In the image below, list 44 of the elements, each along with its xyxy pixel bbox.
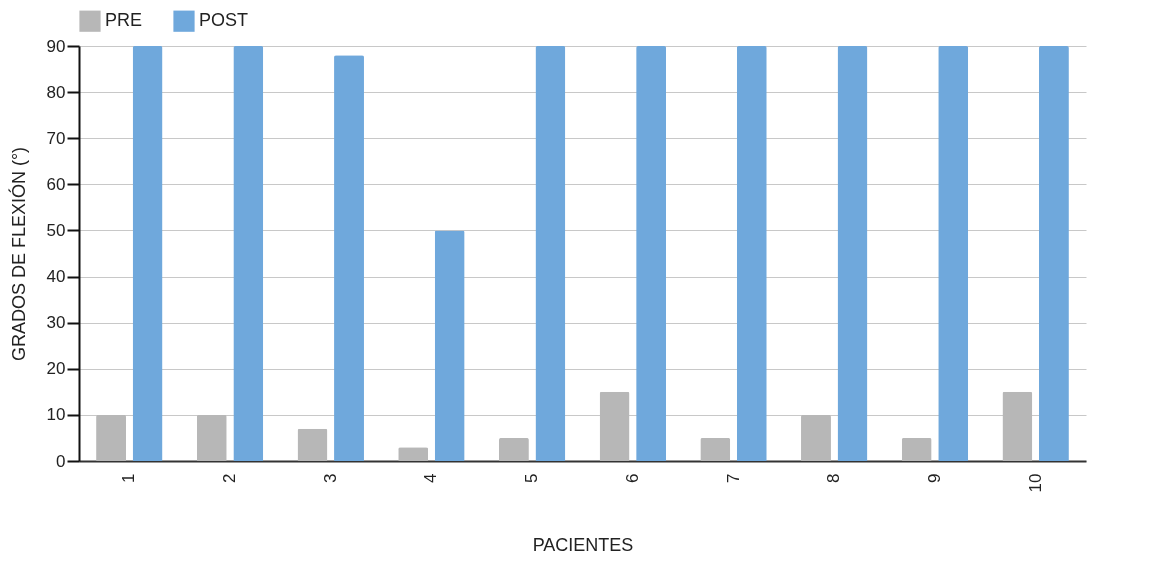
bar: [233, 46, 264, 461]
x-tick-label: 6: [622, 473, 642, 483]
y-tick-label: 0: [56, 451, 66, 471]
x-tick-label: 4: [421, 473, 441, 483]
bar: [736, 46, 767, 461]
bar: [96, 414, 127, 461]
legend-label: PRE: [105, 10, 143, 31]
bar: [498, 437, 529, 461]
bar: [196, 414, 227, 461]
legend-label: POST: [199, 10, 249, 31]
bar: [837, 46, 868, 461]
x-tick-label: 10: [1025, 473, 1045, 493]
bar: [1002, 391, 1033, 461]
x-axis-title: PACIENTES: [532, 535, 634, 556]
y-tick-label: 10: [46, 405, 66, 425]
y-axis-title: GRADOS DE FLEXIÓN (°): [7, 146, 29, 362]
bar: [636, 46, 667, 461]
x-tick-label: 7: [723, 473, 743, 483]
bar: [901, 437, 932, 461]
y-tick-label: 80: [46, 82, 66, 102]
x-tick-label: 3: [320, 473, 340, 483]
x-tick-label: 5: [522, 473, 542, 483]
bar: [132, 46, 163, 461]
y-tick-label: 60: [46, 174, 66, 194]
bar: [801, 414, 831, 461]
x-tick-label: 8: [824, 473, 844, 483]
bar: [398, 447, 429, 461]
bar: [297, 428, 328, 461]
y-tick-label: 30: [46, 313, 66, 333]
y-tick-label: 20: [46, 359, 66, 379]
bar: [334, 55, 364, 461]
x-tick-label: 1: [119, 473, 139, 483]
x-tick-label: 9: [924, 473, 944, 483]
y-tick-label: 40: [46, 267, 66, 287]
bar: [938, 46, 969, 461]
bar: [535, 46, 566, 461]
y-tick-label: 70: [46, 128, 66, 148]
bar: [599, 391, 630, 461]
bar: [700, 437, 731, 461]
bar: [1038, 46, 1069, 461]
bar: [434, 230, 465, 461]
x-tick-label: 2: [220, 473, 240, 483]
y-tick-label: 90: [46, 36, 66, 56]
y-tick-label: 50: [46, 220, 66, 240]
